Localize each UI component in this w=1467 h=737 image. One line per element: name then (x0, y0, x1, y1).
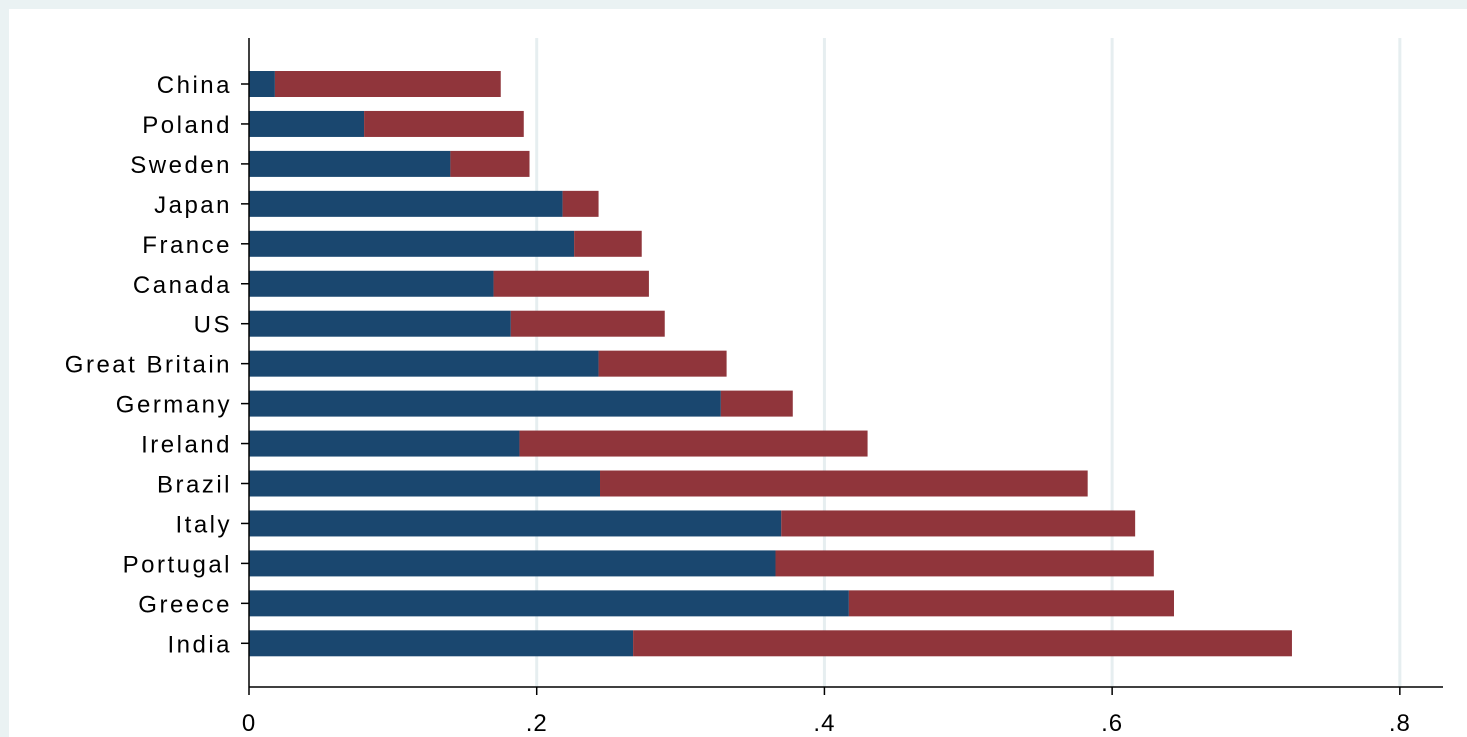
bar-segment-1 (249, 470, 601, 497)
bar-segment-1 (249, 550, 776, 577)
y-axis-ticks: China Poland Sweden Japan France Canada US Grea… (65, 72, 249, 658)
bar-segment-1 (249, 390, 721, 417)
x-axis-ticks: 0 .2 .4 .6 .8 (242, 687, 1411, 737)
y-tick-label: Brazil (157, 472, 232, 499)
x-tick-label: .4 (813, 710, 835, 737)
bar-segment-2 (775, 550, 1154, 577)
y-tick-label: India (167, 631, 232, 658)
bar-segment-1 (249, 71, 275, 97)
bar-segment-1 (249, 350, 599, 377)
y-tick-label: Canada (133, 272, 232, 299)
y-tick-label: Greece (138, 591, 232, 618)
bar-segment-1 (249, 230, 575, 257)
bar-segment-2 (450, 150, 530, 177)
bar-segment-1 (249, 110, 365, 137)
bar-segment-2 (493, 270, 649, 297)
bar-segment-2 (633, 630, 1292, 657)
y-tick-label: Portugal (123, 551, 232, 578)
bar-segment-2 (510, 310, 665, 337)
y-tick-label: Poland (142, 112, 232, 139)
x-tick-label: .6 (1101, 710, 1123, 737)
bar-segment-2 (364, 110, 524, 137)
bar-segment-2 (562, 190, 599, 217)
y-tick-label: Sweden (130, 152, 232, 179)
bar-segment-1 (249, 430, 520, 457)
y-tick-label: Italy (175, 511, 232, 538)
y-tick-label: Germany (116, 392, 232, 419)
y-tick-label: Ireland (141, 432, 232, 459)
bar-segment-2 (519, 430, 868, 457)
bar-segment-2 (720, 390, 793, 417)
y-tick-label: Japan (154, 192, 232, 219)
bar-segment-1 (249, 270, 494, 297)
bars-group (249, 71, 1292, 657)
bar-segment-1 (249, 510, 782, 537)
x-tick-label: .8 (1389, 710, 1411, 737)
x-tick-label: 0 (242, 710, 256, 737)
x-tick-label: .2 (526, 710, 548, 737)
bar-segment-1 (249, 190, 563, 217)
y-tick-label: China (157, 72, 232, 99)
bar-segment-2 (574, 230, 642, 257)
y-tick-label: US (194, 312, 232, 339)
bar-segment-2 (274, 71, 501, 97)
bar-segment-1 (249, 150, 451, 177)
y-tick-label: France (142, 232, 232, 259)
bar-segment-1 (249, 630, 634, 657)
bar-segment-1 (249, 590, 849, 617)
bar-segment-2 (598, 350, 727, 377)
bar-segment-1 (249, 310, 511, 337)
bar-segment-2 (848, 590, 1174, 617)
bar-segment-2 (781, 510, 1136, 537)
y-tick-label: Great Britain (65, 352, 232, 379)
bar-segment-2 (600, 470, 1088, 497)
